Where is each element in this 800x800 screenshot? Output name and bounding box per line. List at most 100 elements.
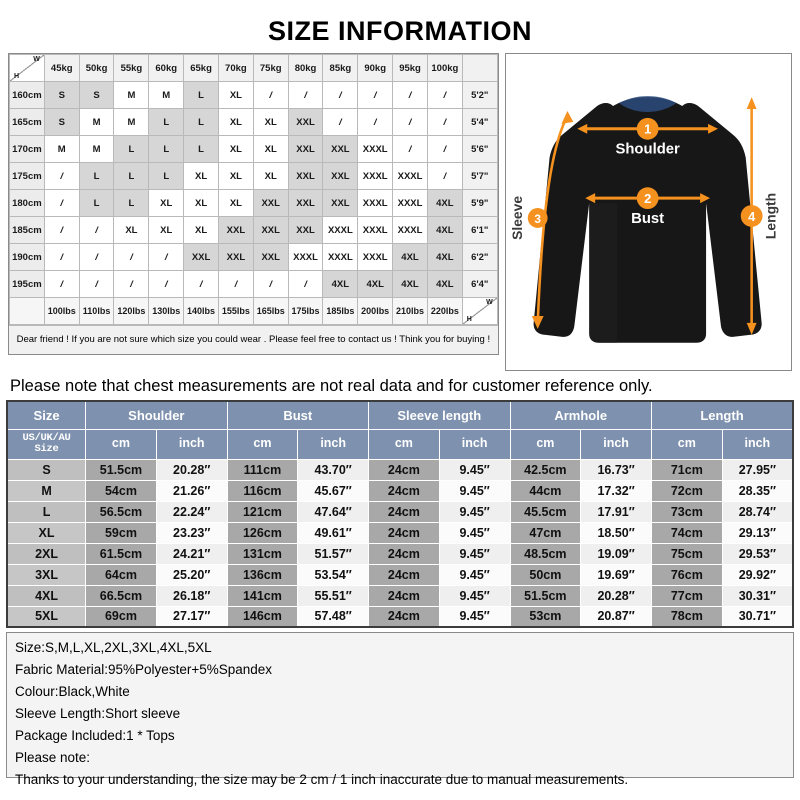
weight-kg-header: 45kg bbox=[43, 54, 80, 82]
measurement-size-cell: XL bbox=[6, 521, 87, 544]
measurement-row: S 51.5cm 20.28″ 111cm 43.70″ 24cm 9.45″ 42.5cm 1… bbox=[6, 458, 794, 481]
fit-size-cell: / bbox=[252, 81, 289, 109]
shoulder-measure-marker: 1 Shoulder bbox=[577, 117, 718, 158]
fit-size-cell: L bbox=[148, 135, 185, 163]
fit-size-cell: S bbox=[43, 108, 80, 136]
measurement-inch-cell: 20.28″ bbox=[580, 584, 652, 607]
weight-lbs-header: 185lbs bbox=[322, 297, 359, 325]
chest-measurement-note: Please note that chest measurements are … bbox=[10, 377, 653, 395]
corner-diagonal-line bbox=[10, 55, 44, 81]
fit-size-cell: XL bbox=[217, 135, 254, 163]
measurement-cm-cell: 48.5cm bbox=[509, 542, 582, 565]
measurement-cm-cell: 42.5cm bbox=[509, 458, 582, 481]
measurement-cm-cell: 51.5cm bbox=[85, 458, 157, 481]
product-spec-line: Fabric Material:95%Polyester+5%Spandex bbox=[15, 661, 273, 677]
weight-kg-header: 100kg bbox=[426, 54, 463, 82]
fit-size-cell: / bbox=[113, 243, 150, 271]
measurement-row: 2XL 61.5cm 24.21″ 131cm 51.57″ 24cm 9.45″ 48.5c… bbox=[6, 542, 794, 565]
fit-size-cell: XXXL bbox=[392, 162, 428, 190]
measurement-inch-cell: 57.48″ bbox=[297, 605, 370, 628]
weight-lbs-header: 100lbs bbox=[43, 297, 80, 325]
fit-size-cell: 4XL bbox=[426, 270, 463, 298]
fit-size-cell: XL bbox=[217, 189, 254, 217]
fit-size-cell: XXL bbox=[217, 216, 254, 244]
fit-size-cell: M bbox=[78, 108, 115, 136]
fit-size-cell: L bbox=[78, 162, 115, 190]
weight-lbs-header: 210lbs bbox=[392, 297, 428, 325]
fit-size-cell: M bbox=[43, 135, 80, 163]
fit-size-cell: 4XL bbox=[426, 216, 463, 244]
weight-lbs-header: 130lbs bbox=[148, 297, 185, 325]
meas-group-header: Armhole bbox=[509, 400, 652, 430]
measurement-inch-cell: 29.92″ bbox=[721, 563, 794, 586]
fit-size-cell: XXL bbox=[252, 216, 289, 244]
fit-matrix-row: 185cm / / XL XL XL XXL XXL XXL XXXL XXXL XXXL 4XL 6'1… bbox=[9, 216, 498, 244]
measurement-cm-cell: 111cm bbox=[226, 458, 299, 481]
fit-size-cell: 4XL bbox=[426, 189, 463, 217]
fit-size-cell: XXXL bbox=[357, 135, 394, 163]
weight-kg-header: 80kg bbox=[287, 54, 324, 82]
fit-size-cell: XL bbox=[148, 189, 185, 217]
fit-size-cell: XXL bbox=[322, 162, 359, 190]
fit-size-cell: XXXL bbox=[322, 243, 359, 271]
weight-lbs-header: 200lbs bbox=[357, 297, 394, 325]
fit-size-cell: L bbox=[148, 162, 185, 190]
fit-size-cell: XL bbox=[252, 162, 289, 190]
svg-text:Length: Length bbox=[762, 193, 778, 239]
fit-size-cell: XXL bbox=[252, 243, 289, 271]
measurement-inch-cell: 9.45″ bbox=[438, 521, 511, 544]
meas-size-subheader: US/UK/AU Size bbox=[6, 428, 87, 460]
measurement-cm-cell: 24cm bbox=[368, 521, 440, 544]
measurement-inch-cell: 9.45″ bbox=[438, 563, 511, 586]
fit-size-cell: L bbox=[78, 189, 115, 217]
corner-weight-label: W bbox=[33, 56, 40, 63]
fit-header-spacer bbox=[461, 54, 498, 82]
fit-size-cell: XXL bbox=[287, 189, 324, 217]
measurement-cm-cell: 146cm bbox=[226, 605, 299, 628]
measurement-size-cell: S bbox=[6, 458, 87, 481]
fit-size-cell: / bbox=[113, 270, 150, 298]
measurement-size-cell: L bbox=[6, 500, 87, 523]
meas-unit-header: inch bbox=[721, 428, 794, 460]
measurement-inch-cell: 27.17″ bbox=[155, 605, 228, 628]
fit-size-cell: / bbox=[426, 162, 463, 190]
fit-size-cell: / bbox=[322, 108, 359, 136]
fit-size-cell: M bbox=[78, 135, 115, 163]
fit-size-cell: XXXL bbox=[392, 189, 428, 217]
measurement-cm-cell: 116cm bbox=[226, 479, 299, 502]
measurement-inch-cell: 29.53″ bbox=[721, 542, 794, 565]
measurement-cm-cell: 64cm bbox=[85, 563, 157, 586]
measurement-cm-cell: 24cm bbox=[368, 542, 440, 565]
fit-size-cell: XXL bbox=[287, 135, 324, 163]
measurement-cm-cell: 50cm bbox=[509, 563, 582, 586]
meas-unit-header: cm bbox=[85, 428, 157, 460]
fit-size-cell: XXL bbox=[252, 189, 289, 217]
measurement-inch-cell: 27.95″ bbox=[721, 458, 794, 481]
measurement-size-cell: M bbox=[6, 479, 87, 502]
measurement-cm-cell: 45.5cm bbox=[509, 500, 582, 523]
svg-text:2: 2 bbox=[644, 191, 651, 206]
fit-size-cell: S bbox=[78, 81, 115, 109]
fit-size-cell: / bbox=[43, 216, 80, 244]
measurement-cm-cell: 24cm bbox=[368, 605, 440, 628]
fit-matrix-row: 175cm / L L L XL XL XL XXL XXL XXXL XXXL/5'7" bbox=[9, 162, 498, 190]
svg-text:Sleeve: Sleeve bbox=[509, 196, 525, 240]
top-region: W H 45kg 50kg 55kg 60kg 65kg 70kg 75kg 80kg 85kg 90… bbox=[0, 53, 800, 371]
fit-size-cell: / bbox=[217, 270, 254, 298]
measurement-cm-cell: 136cm bbox=[226, 563, 299, 586]
measurement-inch-cell: 17.32″ bbox=[580, 479, 652, 502]
measurement-inch-cell: 19.09″ bbox=[580, 542, 652, 565]
weight-lbs-header: 155lbs bbox=[217, 297, 254, 325]
fit-size-cell: 4XL bbox=[322, 270, 359, 298]
fit-size-cell: / bbox=[78, 270, 115, 298]
fit-matrix-row: 165cm S M M L L XL XL XXL / / //5'4" bbox=[9, 108, 498, 136]
fit-size-cell: XXL bbox=[183, 243, 219, 271]
meas-unit-header: inch bbox=[580, 428, 652, 460]
weight-lbs-header: 165lbs bbox=[252, 297, 289, 325]
meas-group-header: Length bbox=[650, 400, 794, 430]
height-ft-label: 5'7" bbox=[461, 162, 498, 190]
fit-size-cell: L bbox=[113, 189, 150, 217]
fit-size-cell: XXXL bbox=[322, 216, 359, 244]
weight-kg-header: 65kg bbox=[183, 54, 219, 82]
measurement-inch-cell: 23.23″ bbox=[155, 521, 228, 544]
